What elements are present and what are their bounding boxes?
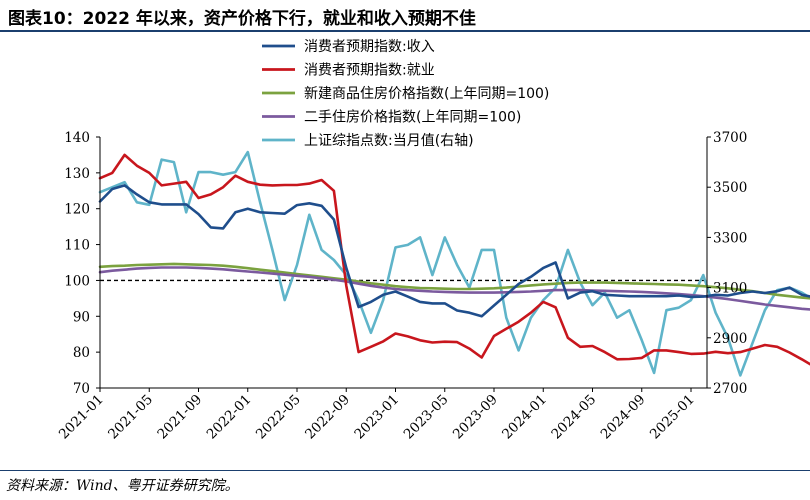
series-line-0	[98, 184, 810, 318]
right-tick-label: 3700	[713, 130, 747, 146]
left-tick-label: 70	[73, 381, 90, 397]
left-tick-label: 140	[64, 130, 90, 146]
x-tick-label: 2022-05	[253, 392, 304, 443]
left-tick-label: 130	[64, 166, 90, 182]
chart-title: 图表10：2022 年以来，资产价格下行，就业和收入预期不佳	[8, 9, 476, 29]
x-tick-label: 2022-09	[302, 392, 353, 443]
left-tick-label: 80	[73, 345, 90, 361]
legend-label: 上证综指点数:当月值(右轴)	[304, 133, 474, 149]
right-tick-label: 3500	[713, 180, 747, 196]
x-tick-label: 2023-05	[401, 392, 452, 443]
axes	[96, 136, 711, 392]
left-tick-label: 90	[73, 309, 90, 325]
series-line-1	[98, 153, 810, 366]
x-tick-label: 2021-09	[154, 392, 205, 443]
x-tick-label: 2024-01	[499, 392, 550, 443]
legend-label: 二手住房价格指数(上年同期=100)	[304, 110, 521, 126]
left-tick-label: 120	[64, 202, 90, 218]
right-tick-label: 2700	[713, 381, 747, 397]
legend-label: 新建商品住房价格指数(上年同期=100)	[304, 86, 549, 102]
source-note: 资料来源：Wind、粤开证券研究院。	[6, 478, 239, 494]
legend-label: 消费者预期指数:收入	[304, 39, 435, 55]
x-tick-label: 2025-01	[647, 392, 698, 443]
left-tick-label: 110	[64, 238, 90, 254]
x-tick-label: 2024-09	[598, 392, 649, 443]
x-tick-label: 2023-09	[450, 392, 501, 443]
x-tick-label: 2021-01	[56, 392, 107, 443]
title-rule	[0, 30, 810, 32]
series-line-2	[98, 262, 810, 300]
line-chart: 70 80 90 100 110 120 130 140 2700 2900 3100 3300 350…	[56, 39, 810, 443]
x-tick-label: 2024-05	[548, 392, 599, 443]
right-tick-label: 2900	[713, 331, 747, 347]
series-line-3	[98, 266, 810, 311]
source-rule	[0, 470, 810, 471]
x-tick-label: 2023-01	[351, 392, 402, 443]
left-tick-label: 100	[64, 273, 90, 289]
right-tick-label: 3300	[713, 230, 747, 246]
x-tick-label: 2022-01	[204, 392, 255, 443]
right-tick-label: 3100	[713, 281, 747, 297]
legend: 消费者预期指数:收入消费者预期指数:就业新建商品住房价格指数(上年同期=100)…	[262, 39, 549, 149]
series-lines	[98, 150, 810, 377]
x-tick-label: 2021-05	[105, 392, 156, 443]
legend-label: 消费者预期指数:就业	[304, 63, 435, 79]
